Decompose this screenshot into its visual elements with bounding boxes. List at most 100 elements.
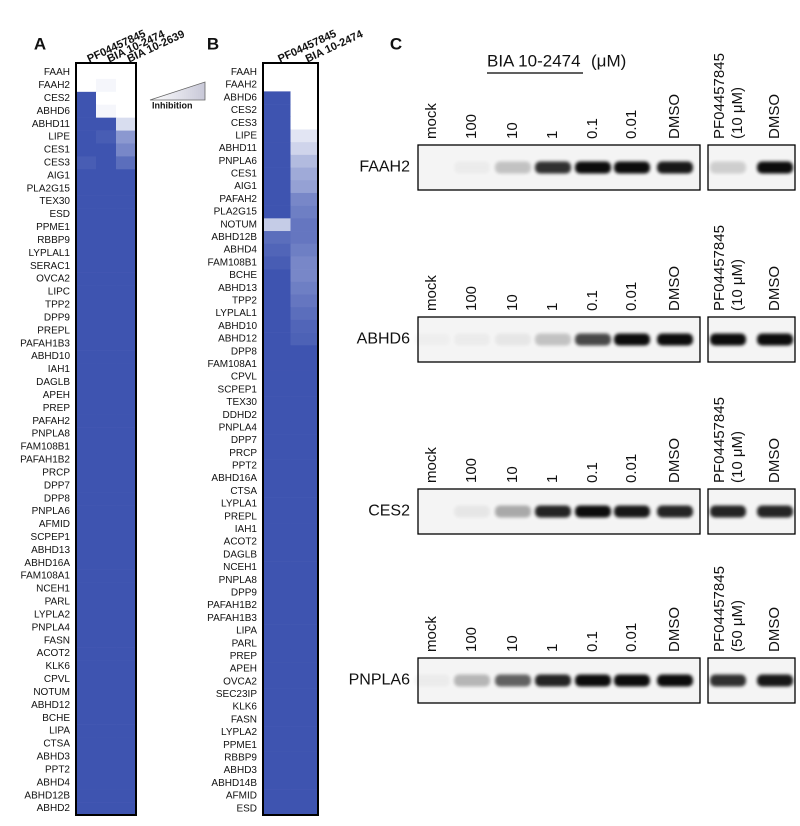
heatmap-cell [76,208,97,222]
heatmap-cell [76,466,97,480]
heatmap-cell [116,698,137,712]
lane-label: 0.01 [623,623,640,652]
heatmap-border [262,62,319,816]
heatmap-cell [96,414,117,428]
band [535,505,571,518]
gene-label: CES2 [231,105,258,116]
heatmap-cell [263,776,291,790]
heatmap-cell [96,259,117,273]
heatmap-cell [96,195,117,209]
heatmap-cell [76,660,97,674]
heatmap-cell [263,231,291,245]
heatmap-cell [76,685,97,700]
lane-label: PF04457845 [711,225,728,311]
heatmap-cell [76,104,97,118]
gene-label: ABHD12 [218,334,257,345]
heatmap-cell [116,66,137,80]
heatmap-cell [290,66,319,79]
heatmap-cell [290,142,319,156]
gene-label: DPP9 [44,312,71,323]
dose-label: (10 μM) [729,87,746,139]
heatmap-cell [263,78,291,92]
heatmap-cell [76,569,97,583]
gene-label: SEC23IP [216,689,257,700]
gene-label: KLK6 [46,661,71,672]
lane-label: DMSO [666,94,683,139]
gene-label: BCHE [42,713,70,724]
protein-label: FAAH2 [359,159,410,176]
heatmap-cell [76,634,97,648]
heatmap-cell [116,388,137,403]
heatmap-cell [290,789,319,803]
heatmap-cell [96,453,117,467]
dose-label: (50 μM) [729,600,746,652]
gene-label: PREP [230,651,258,662]
heatmap-cell [96,311,117,325]
gene-label: PRCP [229,448,257,459]
heatmap-cell [263,510,291,524]
gene-label: CES1 [44,145,71,156]
panel-label: B [207,34,219,53]
lane-label: 0.01 [623,110,640,139]
heatmap-cell [263,599,291,613]
gene-label: LYPLAL1 [28,248,70,259]
heatmap-cell [290,548,319,562]
heatmap-cell [263,421,291,435]
heatmap-cell [96,143,117,157]
heatmap-cell [263,408,291,422]
gene-label: ABHD11 [32,119,71,130]
gene-label: PLA2G15 [214,207,258,218]
gene-label: ABHD4 [224,245,258,256]
heatmap-cell [263,738,291,752]
gene-label: NCEH1 [223,562,257,573]
band [657,161,693,174]
heatmap-cell [76,130,97,144]
gene-label: PARL [45,597,71,608]
heatmap-cell [116,621,137,635]
heatmap-cell [96,375,117,390]
lane-label: 10 [504,466,521,483]
heatmap-cell [290,218,319,232]
gene-label: KLK6 [233,702,258,713]
gene-label: SCPEP1 [218,384,258,395]
heatmap-cell [290,459,319,473]
heatmap-cell [116,776,137,790]
heatmap-cell [263,802,291,816]
heatmap-cell [76,388,97,403]
band [757,161,793,174]
heatmap-cell [290,637,319,651]
heatmap-cell [116,479,137,493]
gene-label: FAM108A1 [21,571,71,582]
gene-label: PNPLA6 [32,506,71,517]
heatmap-cell [116,285,137,299]
heatmap-cell [290,332,319,346]
heatmap-cell [116,595,137,609]
heatmap-cell [263,472,291,486]
band [710,161,746,174]
gene-label: PRCP [42,467,70,478]
heatmap-cell [116,737,137,751]
heatmap-cell [116,711,137,725]
heatmap-cell [96,91,117,106]
lane-label: DMSO [666,607,683,652]
heatmap-cell [290,408,319,422]
heatmap-cell [116,466,137,480]
band [657,333,693,346]
heatmap-cell [96,324,117,338]
heatmap-cell [96,363,117,377]
gene-label: PREPL [224,511,257,522]
gene-label: PPT2 [45,764,70,775]
gene-label: LIPC [48,287,70,298]
gene-label: LIPA [49,726,70,737]
gene-label: AFMID [39,519,70,530]
heatmap-cell [290,154,319,168]
band [575,674,611,687]
heatmap-cell [96,543,117,558]
band [710,674,746,687]
gene-label: ABHD11 [219,143,258,154]
heatmap-cell [116,298,137,312]
gene-label: PAFAH1B3 [207,613,257,624]
heatmap-cell [263,357,291,371]
heatmap-cell [263,484,291,498]
